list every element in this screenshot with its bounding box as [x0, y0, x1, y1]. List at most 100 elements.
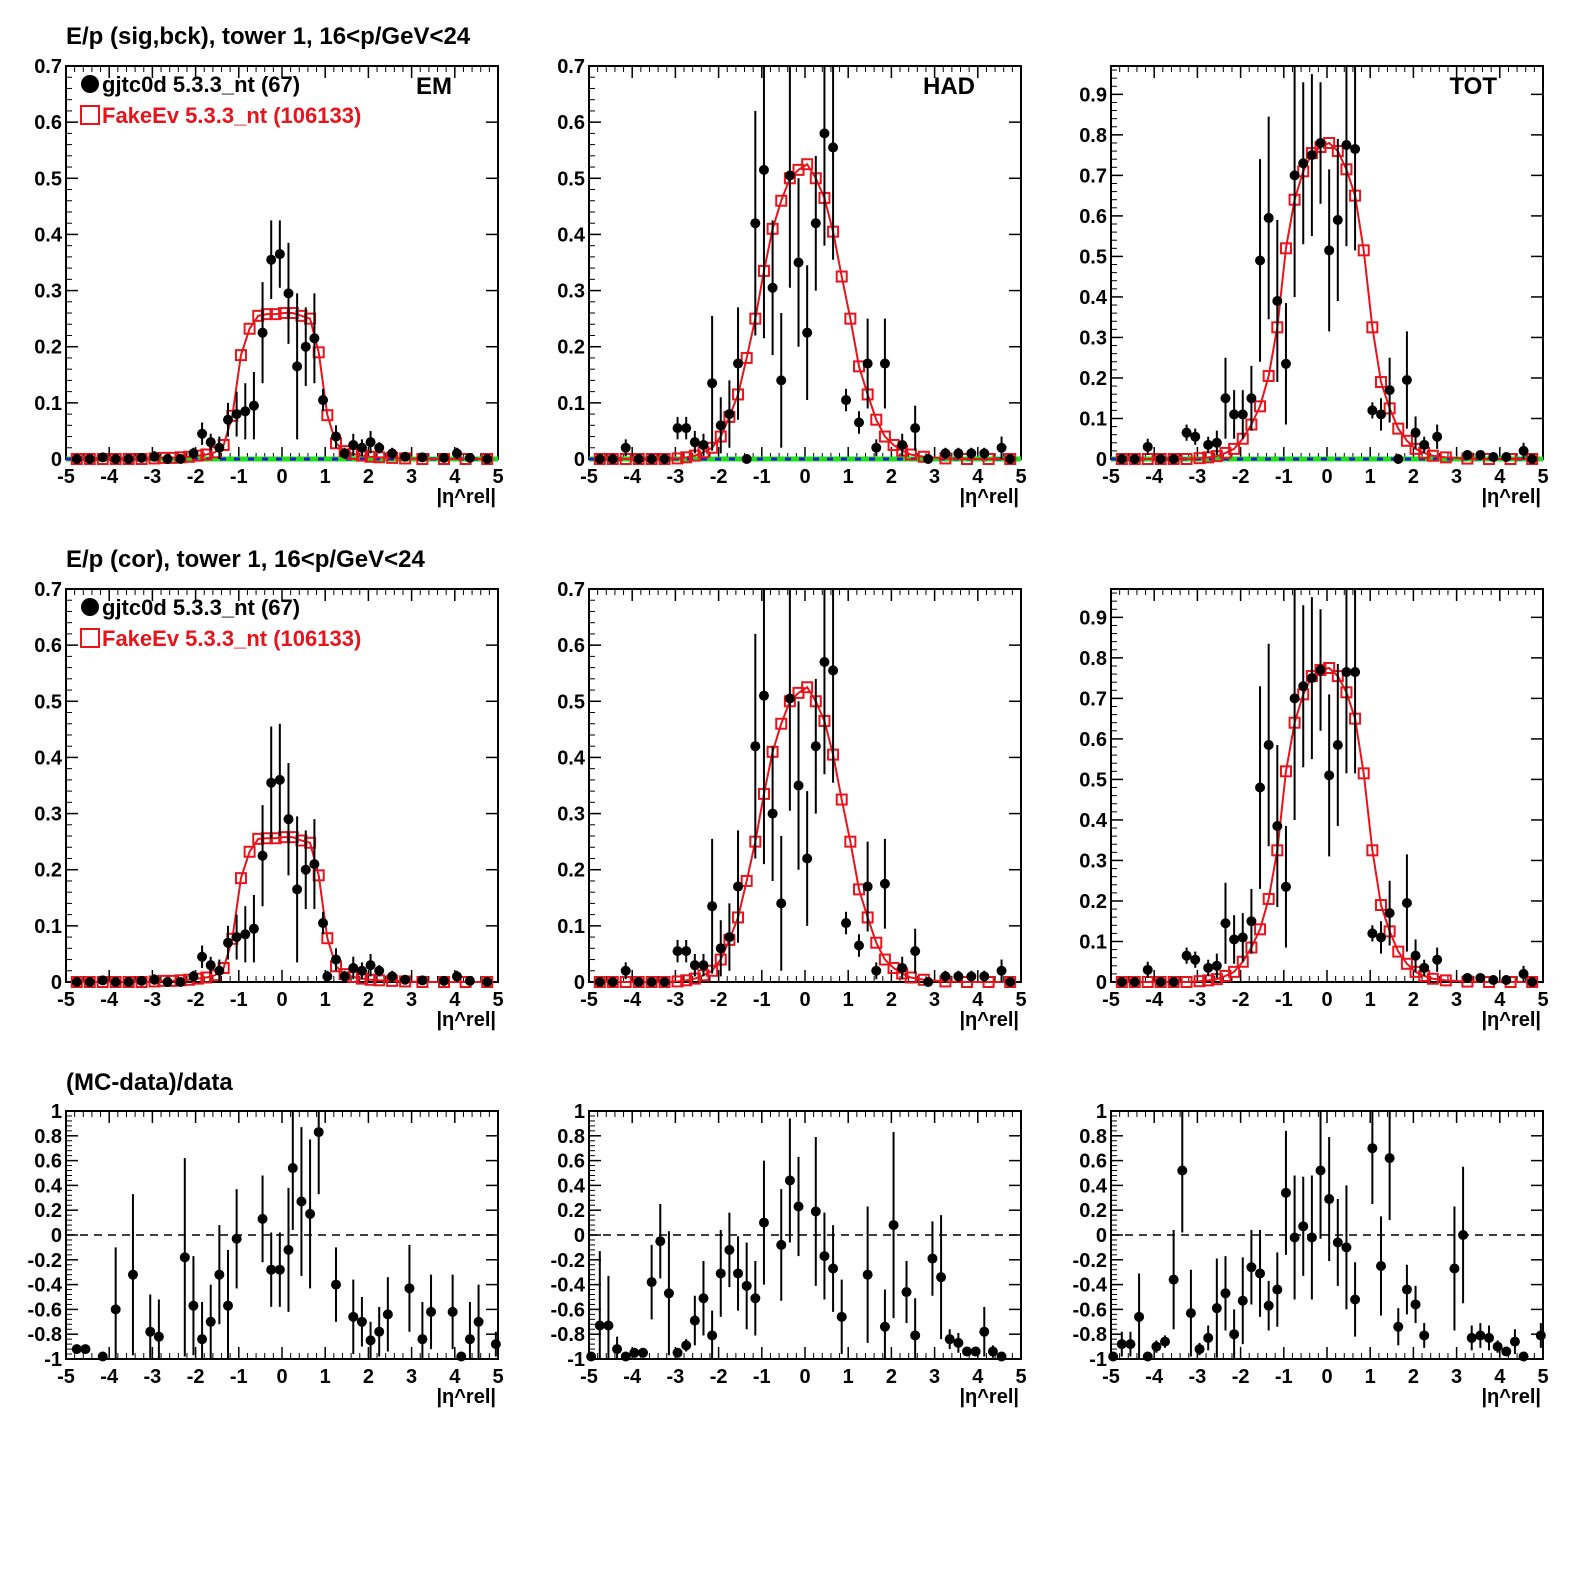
- data-point: [1168, 977, 1179, 987]
- x-tick-label: -2: [187, 466, 205, 488]
- data-point: [1341, 1242, 1352, 1253]
- x-tick-label: 0: [799, 989, 810, 1011]
- legend-mc-label: FakeEv 5.3.3_nt (106133): [102, 103, 361, 128]
- data-point: [1488, 451, 1499, 462]
- x-tick-label: -1: [230, 989, 248, 1011]
- x-tick-label: -3: [667, 989, 685, 1011]
- mc-point: [740, 874, 753, 887]
- mc-point: [1279, 242, 1292, 255]
- data-point: [1289, 1232, 1300, 1243]
- data-point: [447, 1306, 458, 1317]
- y-tick-label: 0.4: [557, 1175, 586, 1197]
- data-point: [296, 1196, 307, 1207]
- y-tick-label: 0.6: [1079, 206, 1107, 228]
- mc-point: [1180, 976, 1193, 988]
- mc-point: [740, 351, 753, 364]
- y-tick-label: 0.3: [557, 804, 585, 826]
- data-point: [1475, 449, 1486, 460]
- data-point: [223, 1300, 233, 1311]
- data-point: [1190, 431, 1201, 442]
- data-point: [240, 406, 251, 417]
- y-tick-label: 0.1: [557, 393, 585, 415]
- data-point: [318, 395, 329, 406]
- data-point: [482, 454, 493, 464]
- y-tick-label: 0.1: [1079, 931, 1107, 953]
- data-point: [1535, 1330, 1546, 1341]
- y-tick-label: 0.5: [1079, 769, 1107, 791]
- data-point: [733, 1268, 744, 1279]
- data-point: [1527, 454, 1538, 464]
- data-point: [331, 1279, 341, 1290]
- data-point: [862, 358, 873, 369]
- x-tick-label: 5: [492, 989, 503, 1011]
- data-point: [1350, 144, 1361, 155]
- data-point: [1384, 385, 1395, 396]
- data-point: [1220, 918, 1231, 929]
- x-axis-label: |η^rel|: [436, 1009, 496, 1031]
- data-point: [490, 1339, 501, 1350]
- data-point: [633, 977, 644, 987]
- data-point: [257, 1213, 268, 1224]
- data-point: [793, 1201, 804, 1212]
- x-tick-label: -2: [710, 1366, 728, 1388]
- data-point: [356, 965, 367, 976]
- data-point: [1129, 454, 1140, 464]
- y-tick-label: 0.4: [34, 747, 63, 769]
- data-point: [923, 454, 934, 464]
- data-point: [1203, 1332, 1214, 1343]
- data-point: [966, 448, 977, 459]
- y-tick-label: 0.5: [34, 168, 62, 190]
- panel-3-3: -5 -4 -3 -2 -1 0 1 2 3 4 5 -1 -0.8 -0.6-0.4 -0.2 0 0.2 0.…: [1073, 1101, 1549, 1408]
- data-point: [1324, 1194, 1335, 1205]
- data-point: [1410, 950, 1421, 961]
- data-point: [1466, 1332, 1477, 1343]
- x-tick-label: 5: [1015, 1366, 1026, 1388]
- data-point: [733, 358, 744, 369]
- data-point: [1350, 1294, 1361, 1305]
- mc-point: [870, 413, 883, 426]
- data-point: [750, 741, 761, 752]
- data-point: [689, 960, 700, 971]
- data-point: [305, 1208, 316, 1219]
- corner-label: HAD: [923, 73, 975, 100]
- x-tick-label: -5: [57, 466, 75, 488]
- data-point: [1220, 1288, 1231, 1299]
- data-point: [854, 417, 864, 428]
- y-tick-label: 0.4: [557, 747, 586, 769]
- row-title-1: E/p (sig,bck), tower 1, 16<p/GeV<24: [66, 23, 471, 50]
- data-point: [629, 1347, 640, 1358]
- data-point: [80, 1344, 91, 1355]
- data-point: [707, 378, 718, 389]
- mc-point: [801, 158, 814, 171]
- data-point: [257, 850, 268, 861]
- x-tick-label: -3: [144, 466, 162, 488]
- mc-point: [1262, 369, 1275, 382]
- x-axis-label: |η^rel|: [959, 1386, 1019, 1408]
- y-tick-label: 0: [51, 972, 62, 994]
- x-tick-label: -3: [667, 1366, 685, 1388]
- data-point: [356, 1316, 367, 1327]
- data-point: [374, 965, 385, 976]
- data-point: [1298, 1221, 1309, 1232]
- data-point: [1332, 739, 1343, 750]
- data-point: [71, 454, 82, 464]
- y-tick-label: 0.3: [1079, 850, 1107, 872]
- data-point: [1401, 374, 1412, 385]
- y-tick-label: 0.7: [34, 56, 62, 78]
- x-tick-label: -2: [1232, 1366, 1250, 1388]
- data-point: [819, 1251, 830, 1262]
- x-tick-label: 1: [320, 989, 331, 1011]
- y-tick-label: 0.7: [1079, 165, 1107, 187]
- data-point: [162, 454, 173, 464]
- y-tick-label: 0.6: [557, 112, 585, 134]
- data-point: [1332, 1237, 1343, 1248]
- data-point: [1509, 1336, 1520, 1347]
- data-point: [1332, 214, 1343, 225]
- data-point: [1458, 1230, 1469, 1240]
- data-point: [473, 1316, 484, 1327]
- data-point: [1501, 451, 1512, 462]
- data-point: [387, 448, 398, 459]
- data-point: [871, 965, 882, 976]
- y-tick-label: -1: [1089, 1349, 1107, 1371]
- data-point: [1108, 1351, 1119, 1362]
